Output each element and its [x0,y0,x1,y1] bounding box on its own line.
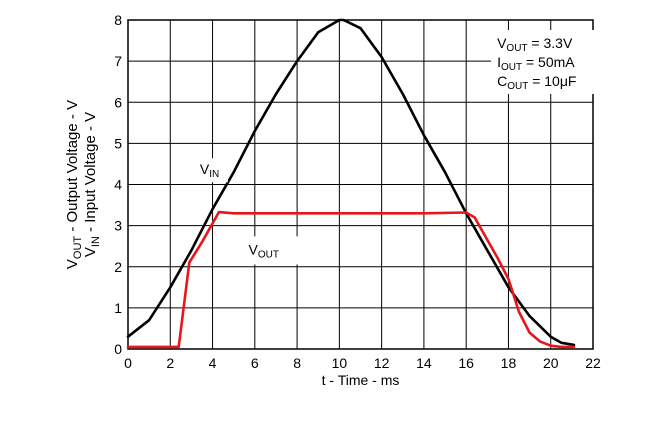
x-tick-label: 2 [166,355,174,371]
x-tick-label: 16 [458,355,474,371]
series-label-vout: VOUT [242,236,311,265]
y-tick-label: 8 [114,12,122,28]
series-label-vin-text: VIN [200,161,219,180]
x-ticks: 0 2 4 6 8 10 12 14 16 18 20 22 [124,355,601,371]
condition-vout-main: V [497,35,507,51]
x-tick-label: 22 [585,355,601,371]
y-axis-label-vout: VOUT - Output Voltage - V [64,100,84,269]
x-tick-label: 18 [501,355,517,371]
y-tick-label: 6 [114,94,122,110]
y-tick-label: 7 [114,53,122,69]
y-axis-label-vin-sub: IN [90,236,102,247]
y-axis-label-vout-sub: OUT [72,236,84,260]
condition-iout-rest: = 50mA [522,54,575,70]
series-label-vout-main: V [248,241,258,257]
condition-cout-rest: = 10μF [528,73,576,89]
x-tick-label: 14 [416,355,432,371]
series-label-vout-text: VOUT [248,241,278,260]
y-axis-label: VOUT - Output Voltage - V VIN - Input Vo… [64,100,102,269]
y-tick-label: 1 [114,300,122,316]
test-conditions-box: VOUT = 3.3V IOUT = 50mA COUT = 10μF [491,30,600,94]
condition-cout-sub: OUT [507,81,528,92]
x-axis-label: t - Time - ms [322,372,400,388]
series-line-vout [126,210,576,349]
x-tick-label: 20 [543,355,559,371]
condition-iout-main: I [497,54,501,70]
series-label-vin: VIN [195,158,228,183]
x-tick-label: 8 [293,355,301,371]
condition-cout-main: C [497,73,507,89]
series-label-vout-background [242,236,311,265]
condition-iout-sub: OUT [501,62,522,73]
y-ticks: 0 1 2 3 4 5 6 7 8 [114,12,122,357]
x-tick-label: 10 [332,355,348,371]
condition-vout: VOUT = 3.3V [497,35,573,54]
series-lines [126,18,576,349]
y-axis-label-vin-rest: - Input Voltage - V [82,112,99,236]
condition-iout: IOUT = 50mA [497,54,575,73]
y-axis-label-vin: VIN - Input Voltage - V [82,112,102,257]
y-axis-label-vin-main: V [82,247,99,257]
plot-border [127,19,594,350]
test-conditions-background [491,30,600,94]
x-tick-label: 12 [374,355,390,371]
x-tick-label: 4 [209,355,217,371]
x-tick-label: 0 [124,355,132,371]
series-label-vout-sub: OUT [258,249,279,260]
y-tick-label: 0 [114,341,122,357]
y-tick-label: 4 [114,177,122,193]
condition-vout-rest: = 3.3V [528,35,573,51]
x-tick-label: 6 [251,355,259,371]
y-tick-label: 2 [114,259,122,275]
condition-vout-sub: OUT [506,43,527,54]
series-label-vin-background [195,158,228,183]
y-tick-label: 5 [114,135,122,151]
y-axis-label-vout-rest: - Output Voltage - V [64,100,81,236]
condition-cout: COUT = 10μF [497,73,576,92]
series-label-vin-main: V [200,161,210,177]
y-axis-label-vout-main: V [64,259,81,269]
y-tick-label: 3 [114,218,122,234]
series-label-vin-sub: IN [209,169,219,180]
